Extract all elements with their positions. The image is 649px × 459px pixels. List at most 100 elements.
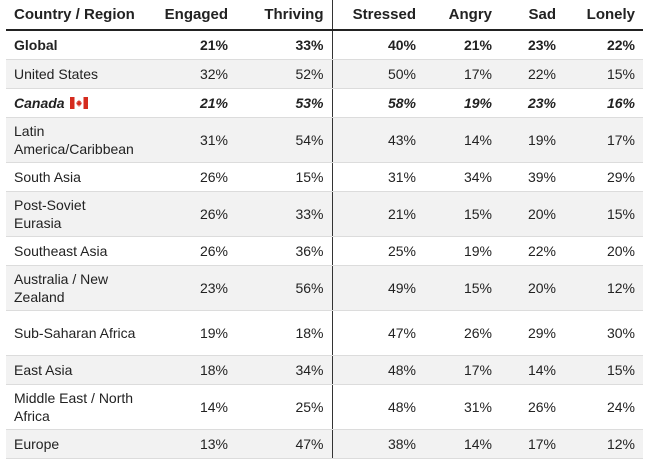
value-cell: 22% [500,59,564,89]
value-cell: 15% [236,162,333,192]
value-cell: 21% [332,191,424,237]
value-cell: 31% [424,384,500,430]
column-header-region: Country / Region [6,0,144,31]
value-cell: 15% [424,191,500,237]
value-cell: 38% [332,429,424,459]
region-cell: Middle East / North Africa [6,384,144,430]
value-cell: 23% [500,30,564,60]
table-row: East Asia 18% 34% 48% 17% 14% 15% [6,355,643,385]
region-label: Latin America/Caribbean [14,122,134,157]
value-cell: 22% [500,236,564,266]
table-row: United States 32% 52% 50% 17% 22% 15% [6,59,643,89]
value-cell: 47% [332,310,424,356]
region-label: Post-Soviet Eurasia [14,196,86,231]
region-label: Australia / New Zealand [14,270,109,305]
column-header-stressed: Stressed [332,0,424,31]
value-cell: 19% [424,88,500,118]
table-row: Canada 21% 53% 58% 19% 23% 16% [6,88,643,118]
table-row: Southeast Asia 26% 36% 25% 19% 22% 20% [6,236,643,266]
value-cell: 19% [500,117,564,163]
region-cell: Global [6,30,144,60]
value-cell: 12% [564,265,643,311]
value-cell: 24% [564,384,643,430]
table-row: Latin America/Caribbean 31% 54% 43% 14% 19% 17… [6,117,643,163]
value-cell: 34% [424,162,500,192]
value-cell: 15% [564,355,643,385]
region-cell: United States [6,59,144,89]
value-cell: 25% [236,384,333,430]
value-cell: 58% [332,88,424,118]
value-cell: 31% [144,117,236,163]
region-cell: South Asia [6,162,144,192]
region-label: Global [14,36,58,53]
value-cell: 18% [144,355,236,385]
value-cell: 18% [236,310,333,356]
region-cell: Southeast Asia [6,236,144,266]
value-cell: 54% [236,117,333,163]
value-cell: 16% [564,88,643,118]
region-label: Middle East / North Africa [14,389,134,424]
value-cell: 26% [144,191,236,237]
value-cell: 19% [144,310,236,356]
value-cell: 26% [144,236,236,266]
value-cell: 29% [500,310,564,356]
column-header-angry: Angry [424,0,500,31]
value-cell: 52% [236,59,333,89]
value-cell: 15% [564,191,643,237]
canada-flag-icon [69,96,88,109]
value-cell: 14% [424,429,500,459]
value-cell: 40% [332,30,424,60]
value-cell: 23% [500,88,564,118]
region-cell: Post-Soviet Eurasia [6,191,144,237]
region-cell: Sub-Saharan Africa [6,310,144,356]
value-cell: 20% [500,191,564,237]
value-cell: 26% [424,310,500,356]
value-cell: 22% [564,30,643,60]
value-cell: 30% [564,310,643,356]
region-label: Sub-Saharan Africa [14,324,136,341]
table-row: Post-Soviet Eurasia 26% 33% 21% 15% 20% 15% [6,191,643,237]
column-header-sad: Sad [500,0,564,31]
value-cell: 39% [500,162,564,192]
value-cell: 43% [332,117,424,163]
region-cell: Australia / New Zealand [6,265,144,311]
region-cell: Europe [6,429,144,459]
table-row: Global 21% 33% 40% 21% 23% 22% [6,30,643,60]
region-label: Southeast Asia [14,242,108,259]
value-cell: 19% [424,236,500,266]
value-cell: 34% [236,355,333,385]
value-cell: 21% [144,88,236,118]
region-cell: Latin America/Caribbean [6,117,144,163]
region-label: Europe [14,435,60,452]
table-row: South Asia 26% 15% 31% 34% 39% 29% [6,162,643,192]
value-cell: 23% [144,265,236,311]
emotion-table: Country / Region Engaged Thriving Stress… [6,0,643,459]
value-cell: 14% [424,117,500,163]
value-cell: 13% [144,429,236,459]
value-cell: 14% [500,355,564,385]
value-cell: 53% [236,88,333,118]
value-cell: 12% [564,429,643,459]
column-header-engaged: Engaged [144,0,236,31]
value-cell: 48% [332,384,424,430]
value-cell: 36% [236,236,333,266]
value-cell: 56% [236,265,333,311]
region-cell: Canada [6,88,144,118]
region-cell: East Asia [6,355,144,385]
value-cell: 17% [424,59,500,89]
region-label: Canada [14,94,65,111]
table-row: Sub-Saharan Africa 19% 18% 47% 26% 29% 30% [6,310,643,356]
value-cell: 15% [564,59,643,89]
value-cell: 21% [424,30,500,60]
table-row: Middle East / North Africa 14% 25% 48% 31% 26… [6,384,643,430]
value-cell: 33% [236,30,333,60]
value-cell: 17% [564,117,643,163]
region-label: East Asia [14,361,73,378]
value-cell: 32% [144,59,236,89]
table-row: Europe 13% 47% 38% 14% 17% 12% [6,429,643,459]
value-cell: 21% [144,30,236,60]
value-cell: 29% [564,162,643,192]
table-row: Australia / New Zealand 23% 56% 49% 15% 20% 12… [6,265,643,311]
value-cell: 14% [144,384,236,430]
value-cell: 31% [332,162,424,192]
